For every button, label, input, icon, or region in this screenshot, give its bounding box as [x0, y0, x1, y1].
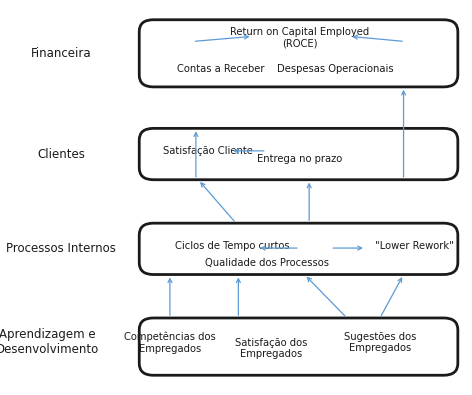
Text: Processos Internos: Processos Internos [7, 243, 116, 255]
Text: Ciclos de Tempo curtos: Ciclos de Tempo curtos [175, 241, 289, 251]
FancyBboxPatch shape [139, 318, 458, 375]
FancyBboxPatch shape [139, 223, 458, 275]
Text: Satisfação Cliente: Satisfação Cliente [163, 146, 253, 156]
Text: Sugestões dos
Empregados: Sugestões dos Empregados [344, 332, 416, 353]
Text: Contas a Receber: Contas a Receber [177, 64, 264, 74]
Text: Entrega no prazo: Entrega no prazo [257, 154, 342, 164]
Text: Return on Capital Employed
(ROCE): Return on Capital Employed (ROCE) [230, 27, 370, 48]
Text: Despesas Operacionais: Despesas Operacionais [278, 64, 394, 74]
Text: Satisfação dos
Empregados: Satisfação dos Empregados [235, 338, 308, 359]
Text: Financeira: Financeira [31, 47, 92, 60]
FancyBboxPatch shape [139, 128, 458, 180]
Text: "Lower Rework": "Lower Rework" [375, 241, 454, 251]
Text: Qualidade dos Processos: Qualidade dos Processos [205, 258, 329, 268]
Text: Competências dos
Empregados: Competências dos Empregados [124, 331, 216, 354]
Text: Aprendizagem e
Desenvolvimento: Aprendizagem e Desenvolvimento [0, 328, 99, 356]
Text: Clientes: Clientes [37, 148, 85, 160]
FancyBboxPatch shape [139, 20, 458, 87]
